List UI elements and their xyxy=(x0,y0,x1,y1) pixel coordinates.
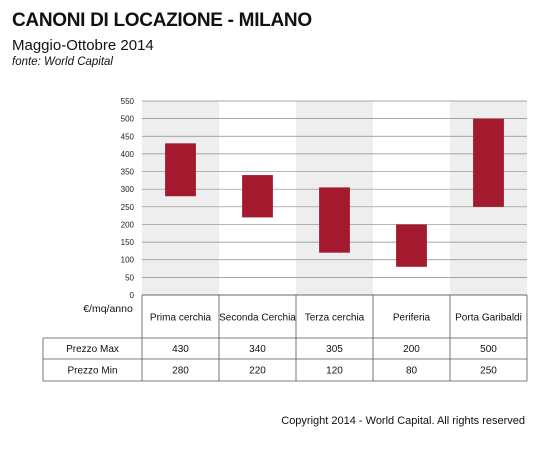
copyright-note: Copyright 2014 - World Capital. All righ… xyxy=(281,415,525,427)
category-label: Seconda Cerchia xyxy=(219,313,296,324)
data-value-label: 305 xyxy=(326,344,343,355)
data-value-label: 250 xyxy=(480,366,497,377)
data-value-label: 430 xyxy=(172,344,189,355)
y-tick-label: 100 xyxy=(121,256,135,265)
y-tick-label: 150 xyxy=(121,238,135,247)
data-value-label: 220 xyxy=(249,366,266,377)
range-bar xyxy=(473,118,504,207)
y-tick-label: 300 xyxy=(121,185,135,194)
range-bar xyxy=(396,224,427,267)
y-tick-label: 0 xyxy=(130,291,135,300)
background-band xyxy=(142,101,219,295)
range-bar xyxy=(319,187,350,253)
category-label: Terza cerchia xyxy=(305,313,365,324)
y-tick-label: 500 xyxy=(121,115,135,124)
y-tick-label: 450 xyxy=(121,132,135,141)
y-tick-label: 200 xyxy=(121,220,135,229)
chart-subtitle: Maggio-Ottobre 2014 xyxy=(12,37,154,54)
data-value-label: 200 xyxy=(403,344,420,355)
data-value-label: 80 xyxy=(406,366,418,377)
row-label: Prezzo Max xyxy=(66,344,119,355)
data-value-label: 120 xyxy=(326,366,343,377)
chart-title: CANONI DI LOCAZIONE - MILANO xyxy=(12,10,312,31)
range-bar xyxy=(165,143,196,197)
y-tick-label: 50 xyxy=(125,273,134,282)
category-label: Porta Garibaldi xyxy=(455,313,522,324)
source-note: fonte: World Capital xyxy=(12,56,113,68)
y-tick-label: 400 xyxy=(121,150,135,159)
y-tick-label: 350 xyxy=(121,168,135,177)
y-axis-label: €/mq/anno xyxy=(83,303,133,315)
data-value-label: 280 xyxy=(172,366,189,377)
y-tick-label: 550 xyxy=(121,97,135,106)
data-value-label: 340 xyxy=(249,344,266,355)
range-bar xyxy=(242,175,273,218)
y-tick-label: 250 xyxy=(121,203,135,212)
category-label: Prima cerchia xyxy=(150,313,212,324)
row-label: Prezzo Min xyxy=(67,366,117,377)
data-value-label: 500 xyxy=(480,344,497,355)
category-label: Periferia xyxy=(393,313,431,324)
